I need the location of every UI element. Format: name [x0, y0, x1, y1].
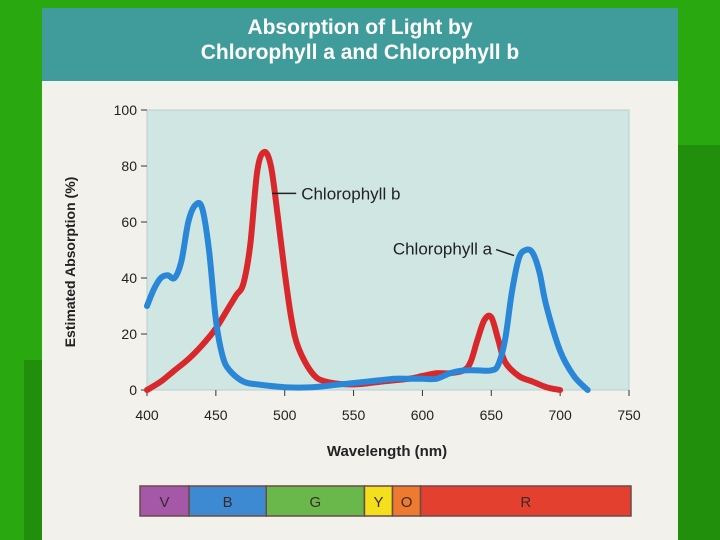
x-tick-label: 450 [204, 407, 228, 423]
plot-area [146, 109, 630, 391]
title-header: Absorption of Light by Chlorophyll a and… [42, 8, 678, 81]
annotation-chlorophyll-a: Chlorophyll a [393, 240, 493, 259]
x-tick-label: 550 [342, 407, 366, 423]
series-line-chlorophyll-b [144, 148, 564, 393]
chart-title: Absorption of Light by Chlorophyll a and… [42, 15, 678, 65]
y-axis-label: Estimated Absorption (%) [62, 177, 78, 348]
x-tick-label: 500 [273, 407, 297, 423]
y-tick-label: 60 [121, 214, 137, 230]
spectrum-label-r: R [520, 494, 531, 511]
x-tick-label: 600 [411, 407, 435, 423]
x-axis-label: Wavelength (nm) [327, 443, 447, 460]
chart-title-line-1: Absorption of Light by [247, 16, 473, 39]
spectrum-label-o: O [401, 494, 413, 511]
y-tick-label: 100 [114, 102, 138, 118]
series-layer [144, 148, 591, 393]
spectrum-label-g: G [310, 494, 322, 511]
annotation-chlorophyll-b: Chlorophyll b [301, 184, 400, 203]
chart-title-line-2: Chlorophyll a and Chlorophyll b [200, 41, 520, 64]
spectrum-label-v: V [160, 494, 170, 511]
y-tick-label: 40 [121, 270, 137, 286]
x-tick-label: 750 [617, 407, 641, 423]
x-tick-label: 700 [548, 407, 572, 423]
series-line-chlorophyll-a [144, 199, 591, 393]
spectrum-label-y: Y [373, 494, 383, 511]
spectrum-segment-r [419, 485, 632, 517]
x-tick-label: 400 [135, 407, 159, 423]
y-axis-ticks: 0 20 40 60 80 100 [114, 102, 147, 398]
background-block-dark-right [675, 145, 720, 540]
y-tick-label: 0 [129, 382, 137, 398]
y-tick-label: 80 [121, 158, 137, 174]
spectrum-label-b: B [223, 494, 233, 511]
spectrum-segment-b [188, 485, 268, 517]
annotation-layer: Chlorophyll b Chlorophyll a [272, 184, 515, 259]
y-tick-label: 20 [121, 326, 137, 342]
x-axis-ticks: 400 450 500 550 600 650 700 750 [135, 390, 641, 423]
annotation-leader [495, 248, 515, 257]
x-tick-label: 650 [480, 407, 504, 423]
